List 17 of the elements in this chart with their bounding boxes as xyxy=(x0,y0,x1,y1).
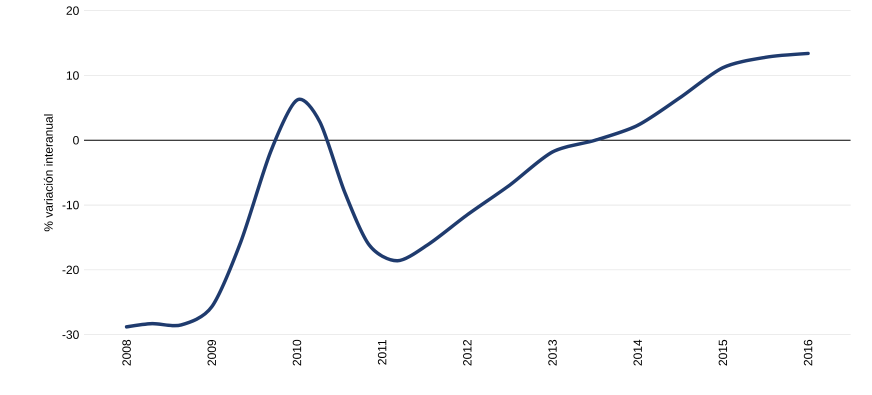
y-tick-label: -20 xyxy=(62,266,79,274)
y-tick-label: 10 xyxy=(66,71,79,80)
y-tick-label: -30 xyxy=(62,330,79,340)
x-tick-label: 2013 xyxy=(548,340,557,366)
x-tick-label: 2009 xyxy=(208,340,216,366)
x-tick-label: 2015 xyxy=(718,340,728,366)
x-tick-label: 2011 xyxy=(378,340,386,365)
x-tick-label: 2016 xyxy=(804,340,812,366)
y-tick-label: -10 xyxy=(62,200,79,210)
y-axis-title: % variación interanual xyxy=(44,114,53,232)
y-tick-label: 0 xyxy=(73,136,79,145)
x-tick-label: 2008 xyxy=(122,340,131,366)
x-tick-label: 2012 xyxy=(463,340,472,366)
x-tick-label: 2014 xyxy=(633,340,642,366)
line-series xyxy=(124,52,810,329)
x-tick-label: 2010 xyxy=(292,340,302,366)
y-tick-label: 20 xyxy=(66,6,79,16)
